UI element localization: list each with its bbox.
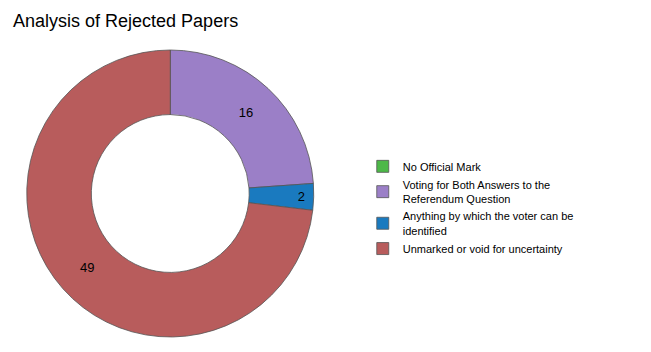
svg-text:2: 2 — [298, 189, 305, 204]
svg-text:Unmarked or void for uncertain: Unmarked or void for uncertainty — [403, 243, 563, 255]
svg-text:Analysis of Rejected Papers: Analysis of Rejected Papers — [13, 11, 238, 31]
svg-text:Anything by which the voter ca: Anything by which the voter can beidenti… — [403, 210, 574, 236]
svg-text:16: 16 — [239, 105, 253, 120]
svg-text:Voting for Both Answers to the: Voting for Both Answers to theReferendum… — [403, 179, 550, 205]
svg-text:No Official Mark: No Official Mark — [403, 161, 482, 173]
svg-text:49: 49 — [80, 260, 94, 275]
